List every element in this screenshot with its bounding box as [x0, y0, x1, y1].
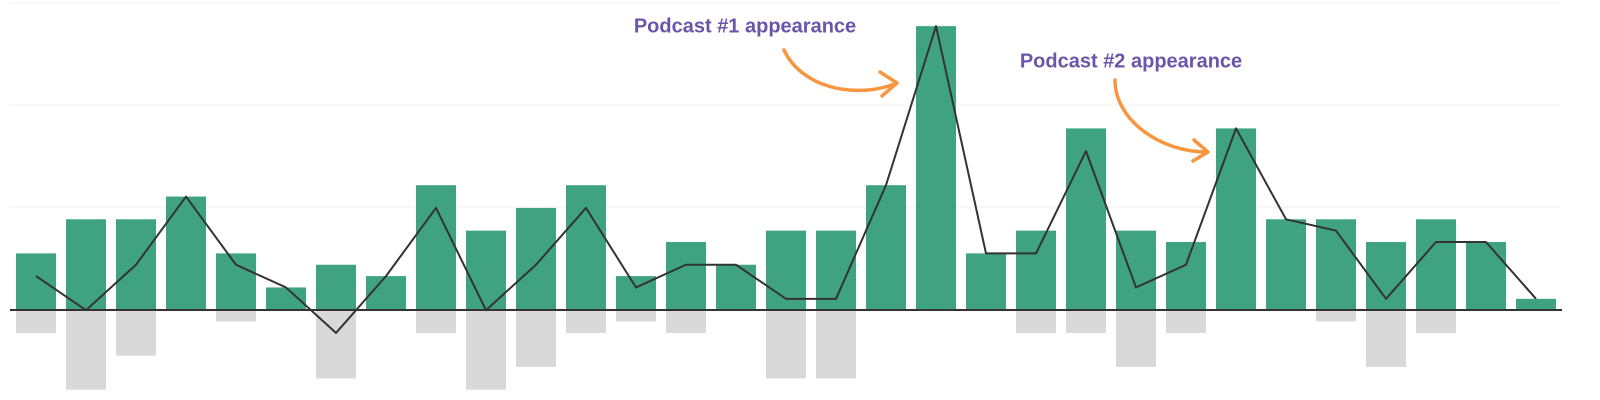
bar	[966, 253, 1006, 311]
bar	[1366, 310, 1406, 368]
bar	[1316, 219, 1356, 311]
arrows	[782, 48, 1210, 163]
bar	[1066, 310, 1106, 333]
bar	[616, 310, 656, 322]
bar	[466, 310, 506, 390]
bar	[816, 310, 856, 379]
bar	[266, 287, 306, 311]
bar	[1066, 128, 1106, 311]
bar	[716, 264, 756, 311]
bar	[1166, 310, 1206, 333]
bar	[1516, 298, 1556, 311]
bar	[666, 310, 706, 333]
bar	[666, 242, 706, 311]
bar	[566, 185, 606, 311]
bar	[1266, 219, 1306, 311]
bar	[1416, 219, 1456, 311]
bar	[866, 185, 906, 311]
arrow	[1113, 78, 1209, 154]
bar	[316, 264, 356, 311]
bar	[766, 310, 806, 379]
bar	[516, 310, 556, 368]
bar	[16, 253, 56, 311]
arrow-head	[878, 70, 899, 98]
bar	[416, 185, 456, 311]
arrow	[782, 48, 897, 93]
annotation: Podcast #2 appearance	[1020, 50, 1242, 72]
bar	[1416, 310, 1456, 333]
bar	[1316, 310, 1356, 322]
bar	[566, 310, 606, 333]
bar	[216, 253, 256, 311]
bar	[166, 196, 206, 311]
bar	[416, 310, 456, 333]
bar	[216, 310, 256, 322]
arrow-head	[1191, 138, 1210, 163]
bar	[366, 276, 406, 311]
bar	[16, 310, 56, 333]
bar	[66, 310, 106, 390]
bar	[1466, 242, 1506, 311]
bar	[1116, 310, 1156, 368]
line	[35, 25, 1537, 334]
bar	[1366, 242, 1406, 311]
bar	[116, 310, 156, 356]
bar	[1116, 230, 1156, 311]
bar	[1216, 128, 1256, 311]
bar	[1166, 242, 1206, 311]
bar	[766, 230, 806, 311]
bar	[516, 207, 556, 311]
bar	[1016, 230, 1056, 311]
annotation: Podcast #1 appearance	[634, 15, 856, 37]
bar	[1016, 310, 1056, 333]
bar	[916, 26, 956, 311]
bar	[66, 219, 106, 311]
